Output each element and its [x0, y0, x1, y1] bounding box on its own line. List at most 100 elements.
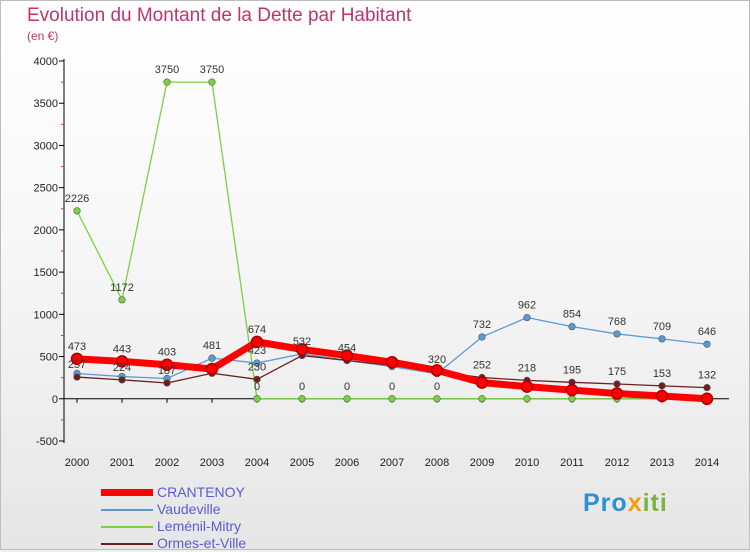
data-label: 175 [608, 366, 626, 378]
x-tick-label: 2007 [380, 457, 404, 469]
legend-swatch [101, 543, 153, 545]
data-point [475, 376, 489, 389]
data-point [613, 330, 621, 338]
data-point [205, 362, 219, 376]
data-point [163, 78, 171, 86]
data-point [478, 395, 486, 403]
data-label: 230 [248, 361, 266, 373]
x-tick-label: 2006 [335, 457, 359, 469]
data-point [250, 335, 264, 349]
data-point [115, 355, 129, 368]
data-point [520, 380, 534, 393]
data-point [703, 340, 711, 348]
data-label: 674 [248, 324, 266, 336]
data-point [565, 383, 579, 397]
y-tick-label: 3000 [34, 140, 58, 152]
y-tick-label: 3500 [34, 98, 58, 110]
data-label: 0 [434, 381, 440, 393]
data-label: 0 [254, 381, 260, 393]
data-point [253, 395, 261, 403]
data-point [655, 389, 669, 403]
data-label: 195 [563, 364, 581, 376]
data-label: 0 [299, 381, 305, 393]
data-label: 423 [248, 345, 266, 357]
data-label: 454 [338, 342, 356, 354]
legend-swatch [101, 509, 153, 511]
data-label: 962 [518, 300, 536, 312]
x-tick-label: 2003 [200, 457, 224, 469]
series-layer [70, 78, 714, 406]
data-label: 481 [203, 340, 221, 352]
data-point [118, 296, 126, 304]
y-tick-label: 1000 [34, 309, 58, 321]
legend-label: Vaudeville [157, 501, 221, 517]
data-point [298, 395, 306, 403]
data-point [613, 380, 621, 388]
x-tick-label: 2005 [290, 457, 314, 469]
data-labels: 473 443 403 674 481 423 532 454 732 962 854 768 709 6… [65, 64, 716, 393]
data-point [163, 379, 171, 387]
x-tick-label: 2000 [65, 457, 89, 469]
data-label: 224 [113, 362, 131, 374]
data-label: 257 [68, 359, 86, 371]
data-point [295, 343, 309, 356]
legend-item: Vaudeville [101, 501, 361, 518]
data-label: 732 [473, 319, 491, 331]
data-point [118, 376, 126, 384]
data-point [253, 375, 261, 383]
data-label: 709 [653, 321, 671, 333]
x-tick-label: 2012 [605, 457, 629, 469]
data-point [433, 395, 441, 403]
y-tick-label: 2000 [34, 225, 58, 237]
data-label: 218 [518, 362, 536, 374]
legend-swatch [101, 526, 153, 528]
chart-unit: (en €) [27, 29, 59, 43]
legend-item: Ormes-et-Ville [101, 535, 361, 552]
data-label: 473 [68, 341, 86, 353]
x-tick-label: 2013 [650, 457, 674, 469]
data-point [478, 333, 486, 341]
legend-label: Ormes-et-Ville [157, 535, 247, 551]
data-label: 403 [158, 347, 176, 359]
data-point [253, 359, 261, 367]
data-label: 187 [158, 365, 176, 377]
data-label: 3750 [200, 64, 224, 76]
data-point [160, 358, 174, 371]
y-tick-label: 500 [40, 352, 58, 364]
y-tick-label: 1500 [34, 267, 58, 279]
data-label: 3750 [155, 64, 179, 76]
data-label: 132 [698, 370, 716, 382]
axes: 4000 3500 3000 2500 2000 1500 1000 500 0 -500 2000… [34, 56, 729, 469]
legend-swatch [101, 489, 153, 496]
data-point [208, 354, 216, 362]
data-label: 2226 [65, 193, 89, 205]
x-tick-label: 2009 [470, 457, 494, 469]
data-point [523, 313, 531, 322]
data-label: 646 [698, 326, 716, 338]
data-point [340, 349, 354, 362]
legend-item: Leménil-Mitry [101, 518, 361, 535]
data-label: 252 [473, 359, 491, 371]
data-label: 443 [113, 343, 131, 355]
data-point [343, 395, 351, 403]
legend: CRANTENOY Vaudeville Leménil-Mitry Ormes-et… [101, 484, 361, 552]
y-tick-label: 4000 [34, 56, 58, 68]
data-point [658, 382, 666, 390]
y-tick-label: 0 [52, 394, 58, 406]
chart-title: Evolution du Montant de la Dette par Hab… [27, 5, 412, 26]
data-label: 0 [389, 381, 395, 393]
y-tick-label: -500 [36, 436, 58, 448]
x-tick-label: 2010 [515, 457, 539, 469]
data-label: 153 [653, 368, 671, 380]
data-point [385, 355, 399, 369]
data-point [388, 395, 396, 403]
data-point [703, 384, 711, 392]
data-label: 1172 [110, 282, 134, 294]
data-label: 854 [563, 309, 581, 321]
data-label: 768 [608, 316, 626, 328]
proxiti-logo: Proxiti [583, 489, 668, 517]
data-point [568, 323, 576, 331]
x-tick-label: 2002 [155, 457, 179, 469]
